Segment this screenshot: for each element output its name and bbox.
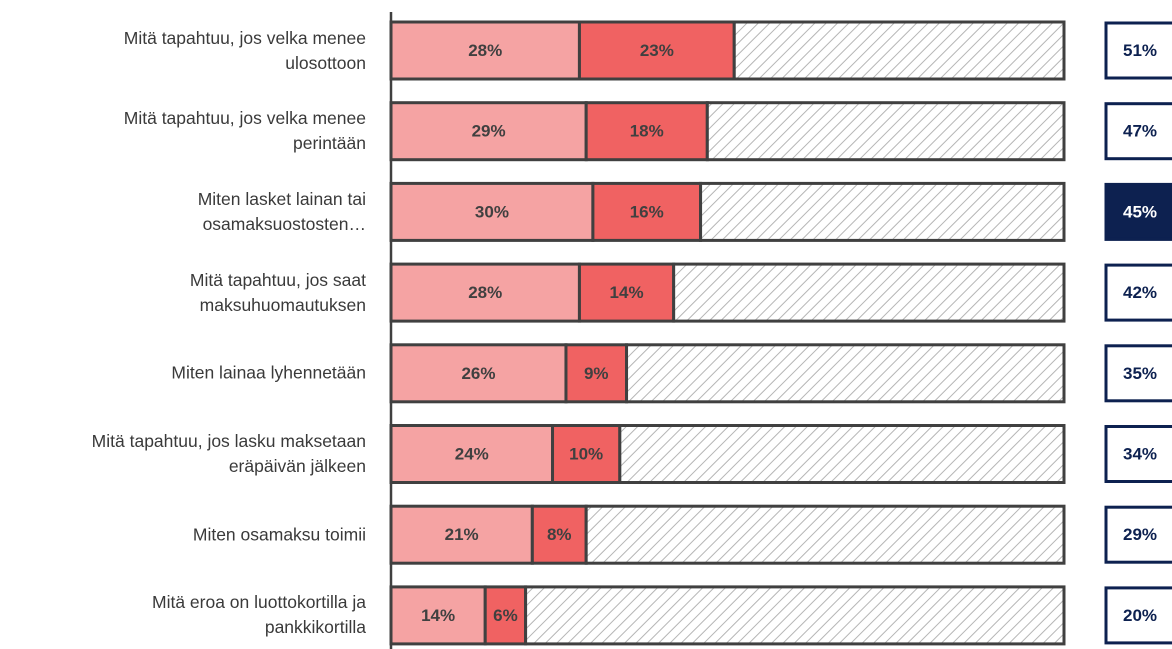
- value-label: 28%: [468, 283, 502, 302]
- category-label: Mitä tapahtuu, jos velka menee perintään: [123, 108, 366, 154]
- value-label: 30%: [475, 202, 509, 221]
- bar-segment: [389, 585, 487, 646]
- total-box: [1104, 263, 1172, 322]
- bar-segment: [483, 585, 528, 646]
- total-label: 20%: [1123, 606, 1157, 625]
- bar-segment: [591, 181, 703, 242]
- total-label: 45%: [1123, 202, 1157, 221]
- value-label: 24%: [455, 444, 489, 463]
- total-box: [1104, 586, 1172, 645]
- value-label: 8%: [547, 525, 572, 544]
- value-label: 23%: [640, 41, 674, 60]
- bar-segment: [389, 504, 534, 565]
- remainder: [524, 585, 1066, 646]
- bar-segment: [577, 20, 736, 81]
- total-label: 51%: [1123, 41, 1157, 60]
- remainder: [732, 20, 1066, 81]
- total-label: 29%: [1123, 525, 1157, 544]
- value-label: 9%: [584, 364, 609, 383]
- total-box: [1104, 344, 1172, 403]
- total-box: [1104, 425, 1172, 483]
- bar-segment: [530, 504, 588, 565]
- remainder: [699, 181, 1066, 242]
- total-box: [1104, 505, 1172, 564]
- bar-segment: [389, 343, 568, 404]
- total-box: [1104, 182, 1172, 241]
- category-label: Mitä eroa on luottokortilla ja pankkikor…: [152, 592, 366, 638]
- remainder: [584, 504, 1066, 565]
- bar-segment: [389, 181, 595, 242]
- category-label: Mitä tapahtuu, jos velka menee ulosottoo…: [123, 27, 366, 73]
- category-label: Mitä tapahtuu, jos saat maksuhuomautukse…: [189, 269, 366, 315]
- category-label: Miten lainaa lyhennetään: [171, 362, 366, 383]
- total-box: [1104, 102, 1172, 161]
- bar-segment: [389, 101, 588, 162]
- remainder: [672, 262, 1066, 323]
- total-label: 47%: [1123, 122, 1157, 141]
- remainder: [705, 101, 1066, 162]
- bar-segment: [564, 343, 629, 404]
- value-label: 29%: [472, 122, 506, 141]
- value-label: 26%: [461, 364, 495, 383]
- total-box: [1104, 21, 1172, 80]
- value-label: 14%: [421, 606, 455, 625]
- value-label: 28%: [468, 41, 502, 60]
- total-label: 34%: [1123, 444, 1157, 463]
- bar-segment: [389, 424, 555, 484]
- remainder: [625, 343, 1066, 404]
- value-label: 16%: [630, 202, 664, 221]
- remainder: [618, 424, 1066, 484]
- total-label: 42%: [1123, 283, 1157, 302]
- value-label: 10%: [569, 444, 603, 463]
- category-label: Miten lasket lainan tai osamaksuostosten…: [197, 188, 366, 234]
- total-label: 35%: [1123, 364, 1157, 383]
- category-label: Miten osamaksu toimii: [192, 524, 366, 545]
- value-label: 6%: [493, 606, 518, 625]
- value-label: 14%: [610, 283, 644, 302]
- value-label: 21%: [445, 525, 479, 544]
- value-label: 18%: [630, 122, 664, 141]
- bar-segment: [389, 262, 581, 323]
- category-label: Mitä tapahtuu, jos lasku maksetaan eräpä…: [91, 431, 366, 476]
